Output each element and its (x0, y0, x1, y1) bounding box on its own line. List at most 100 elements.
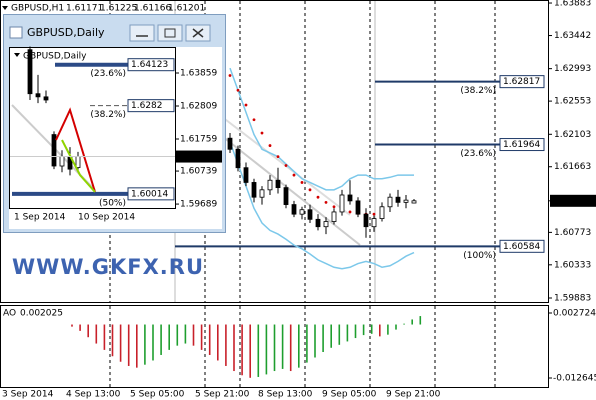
last-price-box (176, 150, 222, 163)
indicator-dot (332, 205, 336, 209)
candle-body (307, 209, 313, 220)
y-tick-label: 0.002724 (553, 309, 596, 319)
fib-box (499, 239, 545, 253)
x-tick-label: 9 Sep 21:00 (386, 390, 441, 400)
fib-value: 1.60014 (131, 189, 168, 199)
indicator-dot (284, 164, 288, 167)
candle-body (395, 196, 401, 203)
x-tick-label: 8 Sep 13:00 (258, 390, 313, 400)
candle-body (267, 179, 273, 191)
watermark: WWW.GKFX.RU (12, 255, 204, 279)
candle-body (251, 182, 257, 198)
candle-body (403, 199, 409, 203)
x-tick-label: 1 Sep 2014 (14, 213, 66, 223)
last-price: 1.61201 (180, 152, 217, 162)
indicator-dot (244, 103, 248, 107)
btn-close (192, 28, 204, 38)
candle-body (283, 187, 289, 205)
y-tick-label: 1.62103 (554, 130, 591, 140)
indicator-dot (308, 188, 312, 192)
candle-body (235, 148, 241, 169)
candle-body (347, 194, 353, 202)
header-arrow (2, 6, 8, 10)
indicator-dot (228, 74, 232, 77)
fib-box (499, 138, 545, 152)
y-tick-label: 1.59883 (554, 294, 591, 304)
y-tick-label: -0.012645 (553, 373, 596, 383)
y-tick-label: 1.60739 (180, 167, 217, 177)
chart-title: GBPUSD,H1 (11, 4, 64, 14)
band-line (229, 141, 415, 270)
indicator-dot (236, 88, 240, 92)
ao-title: AO (3, 309, 16, 319)
indicator-dot (372, 212, 376, 216)
indicator-dot (260, 131, 264, 135)
candle-body (387, 196, 393, 208)
y-tick-label: 1.63859 (180, 68, 217, 78)
fib-box (127, 99, 175, 113)
inset-axis (176, 47, 222, 209)
inset-title: GBPUSD,Daily (23, 52, 87, 62)
fib-box (127, 187, 175, 201)
x-tick-label: 10 Sep 2014 (78, 213, 135, 223)
y-tick-label: 1.61759 (180, 135, 217, 145)
candle-body (379, 206, 385, 219)
fib-label: (50%) (99, 198, 126, 208)
candle-body (51, 134, 57, 167)
candle-body (323, 221, 329, 228)
header-arrow (14, 53, 20, 57)
fib-value: 1.60584 (503, 242, 540, 252)
candle-body (227, 137, 233, 150)
zigzag (61, 139, 96, 193)
candle-body (59, 156, 65, 167)
indicator-dot (268, 144, 272, 147)
fib-label: (23.6%) (460, 149, 496, 159)
y-tick-label: 1.63883 (554, 0, 591, 9)
x-tick-label: 5 Sep 05:00 (130, 390, 185, 400)
y-tick-label: 1.59689 (180, 200, 217, 210)
btn-max (164, 28, 176, 38)
candle-body (339, 194, 345, 213)
y-tick-label: 1.60333 (554, 260, 591, 270)
y-tick-label: 1.60773 (554, 228, 591, 238)
fib-value: 1.61964 (503, 140, 540, 150)
indicator-dot (252, 118, 256, 122)
fib-label: (23.6%) (90, 69, 126, 79)
fib-box (499, 75, 545, 89)
candle-body (75, 156, 81, 168)
last-price-box (550, 194, 596, 207)
candle-body (27, 49, 33, 95)
window-button[interactable] (129, 24, 155, 42)
fib-value: 1.62817 (503, 77, 540, 87)
candle-body (411, 200, 417, 204)
candle-body (355, 200, 361, 215)
fib-box (127, 58, 175, 72)
fib-label: (100%) (463, 251, 496, 261)
candle-body (259, 189, 265, 198)
fib-value: 1.64123 (131, 60, 168, 70)
y-tick-label: 1.61663 (554, 162, 591, 172)
candle-body (363, 213, 369, 228)
candle-body (35, 93, 41, 98)
window-button[interactable] (157, 24, 183, 42)
ao-value: 0.002025 (20, 309, 63, 319)
candle-body (299, 209, 305, 215)
indicator-dot (292, 173, 296, 177)
y-tick-label: 1.62553 (554, 97, 591, 107)
indicator-dot (316, 195, 320, 199)
y-tick-label: 1.62993 (554, 64, 591, 74)
indicator-dot (324, 200, 328, 204)
band-line (229, 67, 414, 191)
x-tick-label: 4 Sep 13:00 (66, 390, 121, 400)
y-tick-label: 1.63442 (554, 31, 591, 41)
candle-body (275, 179, 281, 189)
candle-body (243, 167, 249, 183)
indicator-dot (276, 155, 280, 159)
fib-value: 1.6282 (131, 101, 163, 111)
candle-body (371, 218, 377, 228)
header-value: 1.61225 (100, 4, 137, 14)
x-tick-label: 5 Sep 21:00 (195, 390, 250, 400)
inset-xaxis (9, 209, 222, 229)
x-tick-label: 3 Sep 2014 (2, 390, 54, 400)
